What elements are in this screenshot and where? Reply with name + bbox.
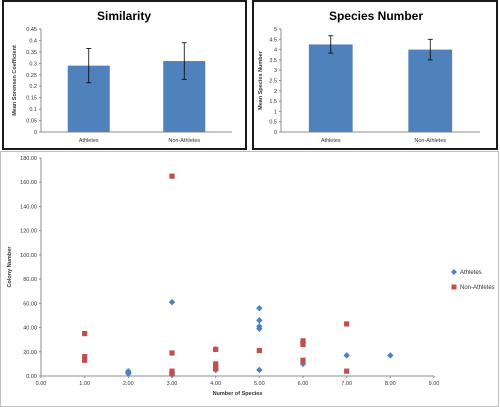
x-tick-label: 6.00 bbox=[298, 381, 309, 387]
x-tick-label: 3.00 bbox=[167, 381, 178, 387]
athletes-point bbox=[343, 352, 350, 359]
non-athletes-point bbox=[344, 321, 350, 327]
non-athletes-point bbox=[213, 366, 219, 372]
x-tick-label: 7.00 bbox=[341, 381, 352, 387]
bar-non-athletes bbox=[408, 49, 453, 132]
y-tick-label: 0.00 bbox=[26, 374, 37, 380]
y-tick-label: 0.1 bbox=[29, 107, 37, 113]
y-tick-label: 1 bbox=[274, 109, 277, 115]
bar-athletes bbox=[308, 44, 353, 133]
y-tick-label: 140.00 bbox=[20, 204, 37, 210]
x-tick-label: 1.00 bbox=[79, 381, 90, 387]
y-tick-label: 0.35 bbox=[26, 50, 37, 56]
x-category-label: Non-Athletes bbox=[414, 138, 446, 144]
non-athletes-point bbox=[300, 341, 306, 348]
y-tick-label: 20.00 bbox=[23, 350, 37, 356]
chart-title: Species Number bbox=[329, 9, 423, 23]
y-tick-label: 0.5 bbox=[269, 120, 277, 126]
y-tick-label: 5 bbox=[274, 27, 277, 33]
y-tick-label: 180.00 bbox=[20, 156, 37, 162]
similarity-chart: Similarity 0 0.05 0.1 0.15 0.2 0.25 0.3 0.35 0.4 0… bbox=[12, 9, 232, 144]
athletes-point bbox=[125, 369, 132, 376]
athletes-point bbox=[168, 298, 176, 306]
x-tick-label: 9.00 bbox=[429, 381, 440, 387]
species-number-chart: Species Number 0 0.5 1 1.5 2 2.5 3 3.5 4 4.5 5 Athle… bbox=[258, 9, 480, 144]
y-axis-title: Mean Sorensen Coefficient bbox=[12, 45, 18, 116]
x-category-label: Athletes bbox=[79, 138, 99, 144]
x-tick-label: 8.00 bbox=[385, 381, 396, 387]
y-tick-label: 0.3 bbox=[29, 61, 37, 67]
y-tick-label: 4 bbox=[274, 48, 277, 54]
y-tick-label: 160.00 bbox=[20, 180, 37, 186]
y-tick-label: 4.5 bbox=[269, 37, 277, 43]
non-athletes-point bbox=[169, 370, 175, 377]
non-athletes-point bbox=[213, 346, 219, 352]
colony-scatter-chart-panel: 0.00 20.00 40.00 60.00 80.00 100.00 120.00 140.… bbox=[0, 151, 499, 407]
non-athletes-point bbox=[300, 338, 306, 344]
non-athletes-point bbox=[169, 350, 175, 356]
y-tick-label: 40.00 bbox=[23, 326, 37, 332]
species-number-chart-panel: Species Number 0 0.5 1 1.5 2 2.5 3 3.5 4 4.5 5 Athle… bbox=[252, 0, 498, 150]
non-athletes-point bbox=[256, 347, 262, 354]
y-tick-label: 0 bbox=[34, 130, 37, 136]
non-athletes-point bbox=[82, 354, 88, 360]
similarity-chart-panel: Similarity 0 0.05 0.1 0.15 0.2 0.25 0.3 0.35 0.4 0… bbox=[2, 0, 247, 150]
y-tick-label: 100.00 bbox=[20, 253, 37, 259]
y-tick-label: 0.25 bbox=[26, 73, 37, 79]
athletes-point bbox=[256, 304, 263, 312]
x-tick-label: 2.00 bbox=[123, 381, 134, 387]
y-tick-label: 60.00 bbox=[23, 301, 37, 307]
y-axis-title: Mean Species Number bbox=[258, 50, 264, 110]
non-athletes-point bbox=[82, 331, 88, 337]
colony-scatter-chart: 0.00 20.00 40.00 60.00 80.00 100.00 120.00 140.… bbox=[7, 156, 495, 397]
y-tick-label: 0.4 bbox=[29, 38, 37, 44]
y-tick-label: 0.45 bbox=[26, 27, 37, 33]
y-tick-label: 1.5 bbox=[269, 99, 277, 105]
athletes-point bbox=[256, 325, 263, 332]
y-tick-label: 3.5 bbox=[269, 58, 277, 64]
chart-title: Similarity bbox=[97, 9, 151, 23]
non-athletes-point bbox=[169, 173, 175, 179]
y-tick-label: 120.00 bbox=[20, 229, 37, 235]
athletes-point bbox=[256, 366, 263, 374]
legend-non-athletes-marker bbox=[451, 284, 457, 290]
x-axis-title: Number of Species bbox=[213, 391, 263, 397]
x-tick-label: 0.00 bbox=[36, 381, 47, 387]
y-tick-label: 2 bbox=[274, 89, 277, 95]
x-tick-label: 5.00 bbox=[254, 381, 265, 387]
y-tick-label: 0.15 bbox=[26, 96, 37, 102]
non-athletes-point bbox=[82, 357, 88, 363]
athletes-point bbox=[387, 352, 394, 359]
y-tick-label: 80.00 bbox=[23, 277, 37, 283]
non-athletes-point bbox=[344, 368, 350, 374]
x-category-label: Athletes bbox=[321, 138, 341, 144]
legend-athletes-marker bbox=[451, 269, 457, 275]
non-athletes-point bbox=[300, 357, 306, 363]
x-tick-label: 4.00 bbox=[210, 381, 221, 387]
y-tick-label: 0.2 bbox=[29, 84, 37, 90]
athletes-point bbox=[256, 317, 263, 324]
x-category-label: Non-Athletes bbox=[168, 138, 200, 144]
legend-label: Non-Athletes bbox=[460, 285, 495, 291]
y-tick-label: 0 bbox=[274, 130, 277, 136]
y-axis-title: Colony Number bbox=[7, 246, 13, 288]
y-tick-label: 3 bbox=[274, 68, 277, 74]
y-tick-label: 2.5 bbox=[269, 79, 277, 85]
y-tick-label: 0.05 bbox=[26, 119, 37, 125]
legend-label: Athletes bbox=[460, 270, 482, 276]
